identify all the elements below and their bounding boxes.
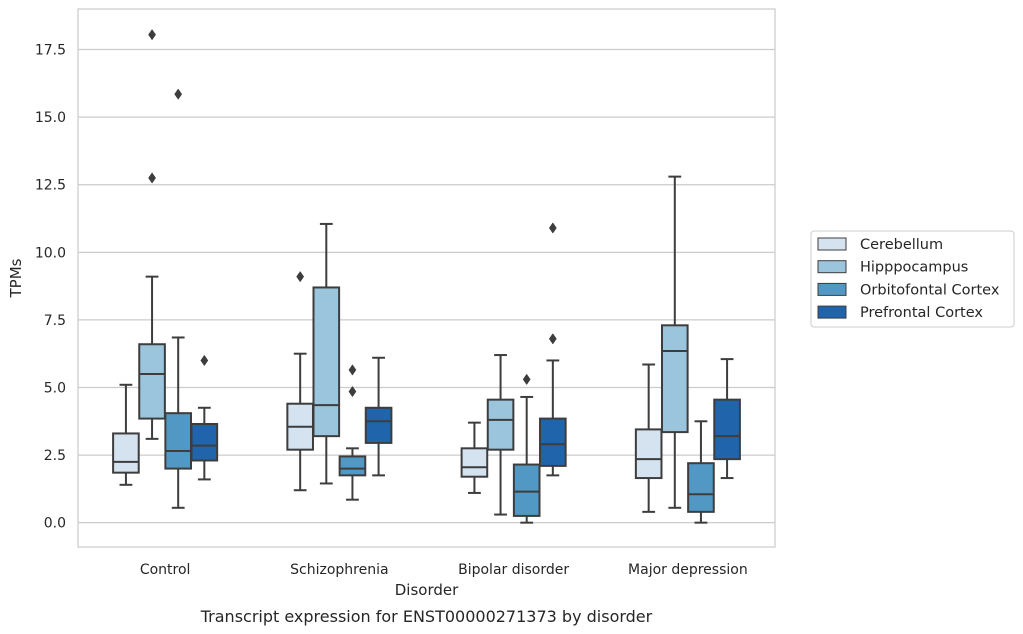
box [164,412,193,470]
box [138,343,166,420]
y-axis-label: TPMs [7,258,25,298]
box-group [190,354,219,481]
box [312,286,341,438]
legend-label: Prefrontal Cortex [860,305,983,321]
y-tick-label: 7.5 [44,313,66,329]
box-group [364,356,393,477]
x-tick-label: Schizophrenia [290,562,388,578]
plot-frame [77,8,776,548]
box [112,432,140,474]
outlier-point [522,373,531,386]
legend-swatch [817,260,847,274]
box-group [634,363,663,513]
outlier-point [548,333,557,345]
x-tick-label: Control [140,562,191,578]
box-group [486,354,515,516]
x-tick-label: Major depression [628,562,748,578]
box-group [338,364,367,501]
box-group [660,175,689,509]
y-tick-label: 2.5 [44,448,66,464]
box [660,324,689,434]
box [539,417,567,467]
box-group [164,88,193,509]
outlier-point [548,222,557,234]
y-tick-labels: 0.0 2.5 5.0 7.5 10.0 12.5 15.0 17.5 [35,43,66,532]
legend-frame [810,230,1015,328]
outlier-point [148,29,156,41]
box-group [512,373,541,524]
outlier-point [174,88,183,100]
box [713,398,741,461]
box-group [713,358,741,480]
x-tick-labels: Control Schizophrenia Bipolar disorder Majo… [140,562,748,578]
y-tick-label: 10.0 [35,245,66,261]
y-tick-label: 17.5 [35,43,66,59]
legend-swatch [817,305,847,319]
x-axis-label: Disorder [395,581,459,599]
legend-swatch [817,237,847,251]
legend: Cerebellum Hipppocampus Orbitofontal Corte… [810,230,1015,328]
box [190,422,219,462]
legend-swatch [817,282,847,296]
legend-label: Orbitofontal Cortex [860,282,1000,298]
legend-label: Hipppocampus [860,260,968,276]
outlier-point [200,354,209,367]
outlier-point [148,172,156,184]
box [364,406,393,444]
box [687,462,715,513]
box-group [286,271,314,492]
figure-caption: Transcript expression for ENST0000027137… [200,607,653,626]
y-tick-label: 0.0 [44,516,66,532]
legend-label: Cerebellum [860,237,943,253]
box-group [112,383,140,486]
box-group [138,29,166,440]
box [512,463,541,517]
box-group [312,222,341,485]
y-tick-label: 15.0 [35,110,66,126]
outlier-point [348,385,357,398]
box [338,455,367,477]
box [486,398,515,451]
y-tick-label: 5.0 [44,380,66,396]
outlier-point [348,364,357,376]
outlier-point [296,271,305,283]
y-tick-label: 12.5 [35,178,66,194]
x-tick-label: Bipolar disorder [458,562,569,578]
box [634,428,663,480]
box-group [539,222,567,477]
boxes [112,29,741,524]
box-group [460,421,489,494]
box-group [687,420,715,524]
box [460,447,489,478]
